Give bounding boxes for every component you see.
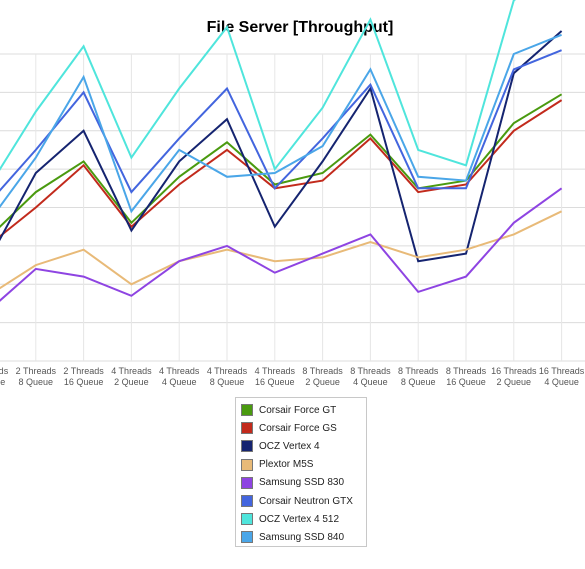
x-tick-label: 2 Threads 16 Queue <box>63 366 104 387</box>
series-line-samsung-ssd-830 <box>0 187 563 302</box>
x-tick-label: 8 Threads 4 Queue <box>350 366 391 387</box>
legend-label: Samsung SSD 830 <box>259 477 345 489</box>
legend-item: Samsung SSD 840 <box>241 528 366 546</box>
legend-label: Plextor M5S <box>259 459 314 471</box>
series-line-corsair-force-gs <box>0 99 563 238</box>
legend-swatch <box>241 440 253 453</box>
legend: Corsair Force GT Corsair Force GS OCZ Vert… <box>235 397 367 547</box>
legend-item: Corsair Force GT <box>241 401 366 419</box>
legend-item: OCZ Vertex 4 512 <box>241 510 366 528</box>
x-tick-label: 2 Threads 8 Queue <box>16 366 57 387</box>
x-tick-label: 8 Threads 2 Queue <box>302 366 343 387</box>
legend-label: Samsung SSD 840 <box>259 531 345 543</box>
legend-item: Corsair Force GS <box>241 419 366 437</box>
x-tick-label: 4 Threads 16 Queue <box>255 366 296 387</box>
legend-item: OCZ Vertex 4 <box>241 437 366 455</box>
x-tick-label: 4 Threads 4 Queue <box>159 366 200 387</box>
series-line-plextor-m5s <box>0 210 563 290</box>
legend-label: Corsair Force GS <box>259 422 337 434</box>
series-lines <box>0 0 563 302</box>
legend-label: Corsair Force GT <box>259 404 337 416</box>
x-tick-label: 4 Threads 2 Queue <box>111 366 152 387</box>
x-tick-label: 16 Threads 4 Queue <box>539 366 585 387</box>
legend-swatch <box>241 458 253 471</box>
series-line-ocz-vertex-4-512 <box>0 0 517 172</box>
legend-item: Corsair Neutron GTX <box>241 492 366 510</box>
x-tick-label: 16 Threads 2 Queue <box>491 366 537 387</box>
series-line-corsair-neutron-gtx <box>0 49 562 194</box>
x-tick-label: 8 Threads 8 Queue <box>398 366 439 387</box>
legend-label: Corsair Neutron GTX <box>259 495 353 507</box>
series-line-samsung-ssd-840 <box>0 33 562 214</box>
legend-label: OCZ Vertex 4 <box>259 440 320 452</box>
x-tick-label: 4 Threads 8 Queue <box>207 366 248 387</box>
legend-item: Samsung SSD 830 <box>241 474 366 492</box>
series-line-ocz-vertex-4 <box>0 30 563 263</box>
legend-swatch <box>241 476 253 489</box>
legend-swatch <box>241 422 253 435</box>
chart-title: File Server [Throughput] <box>206 19 394 36</box>
legend-label: OCZ Vertex 4 512 <box>259 513 340 525</box>
legend-swatch <box>241 531 253 544</box>
x-tick-label: 8 Threads 16 Queue <box>446 366 487 387</box>
legend-swatch <box>241 513 253 526</box>
legend-item: Plextor M5S <box>241 456 366 474</box>
legend-swatch <box>241 495 253 508</box>
legend-swatch <box>241 404 253 417</box>
